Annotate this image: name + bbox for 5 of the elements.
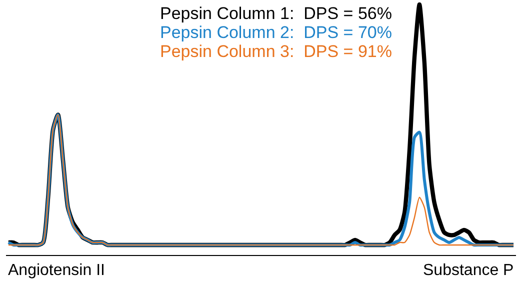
text: Pepsin Column 2: DPS = 70% xyxy=(160,23,392,42)
text: Pepsin Column 3: DPS = 91% xyxy=(160,42,392,61)
text: Substance P xyxy=(423,262,514,279)
series-label: Pepsin Column 1: DPS = 56% xyxy=(160,4,392,23)
text: Angiotensin II xyxy=(8,262,105,279)
